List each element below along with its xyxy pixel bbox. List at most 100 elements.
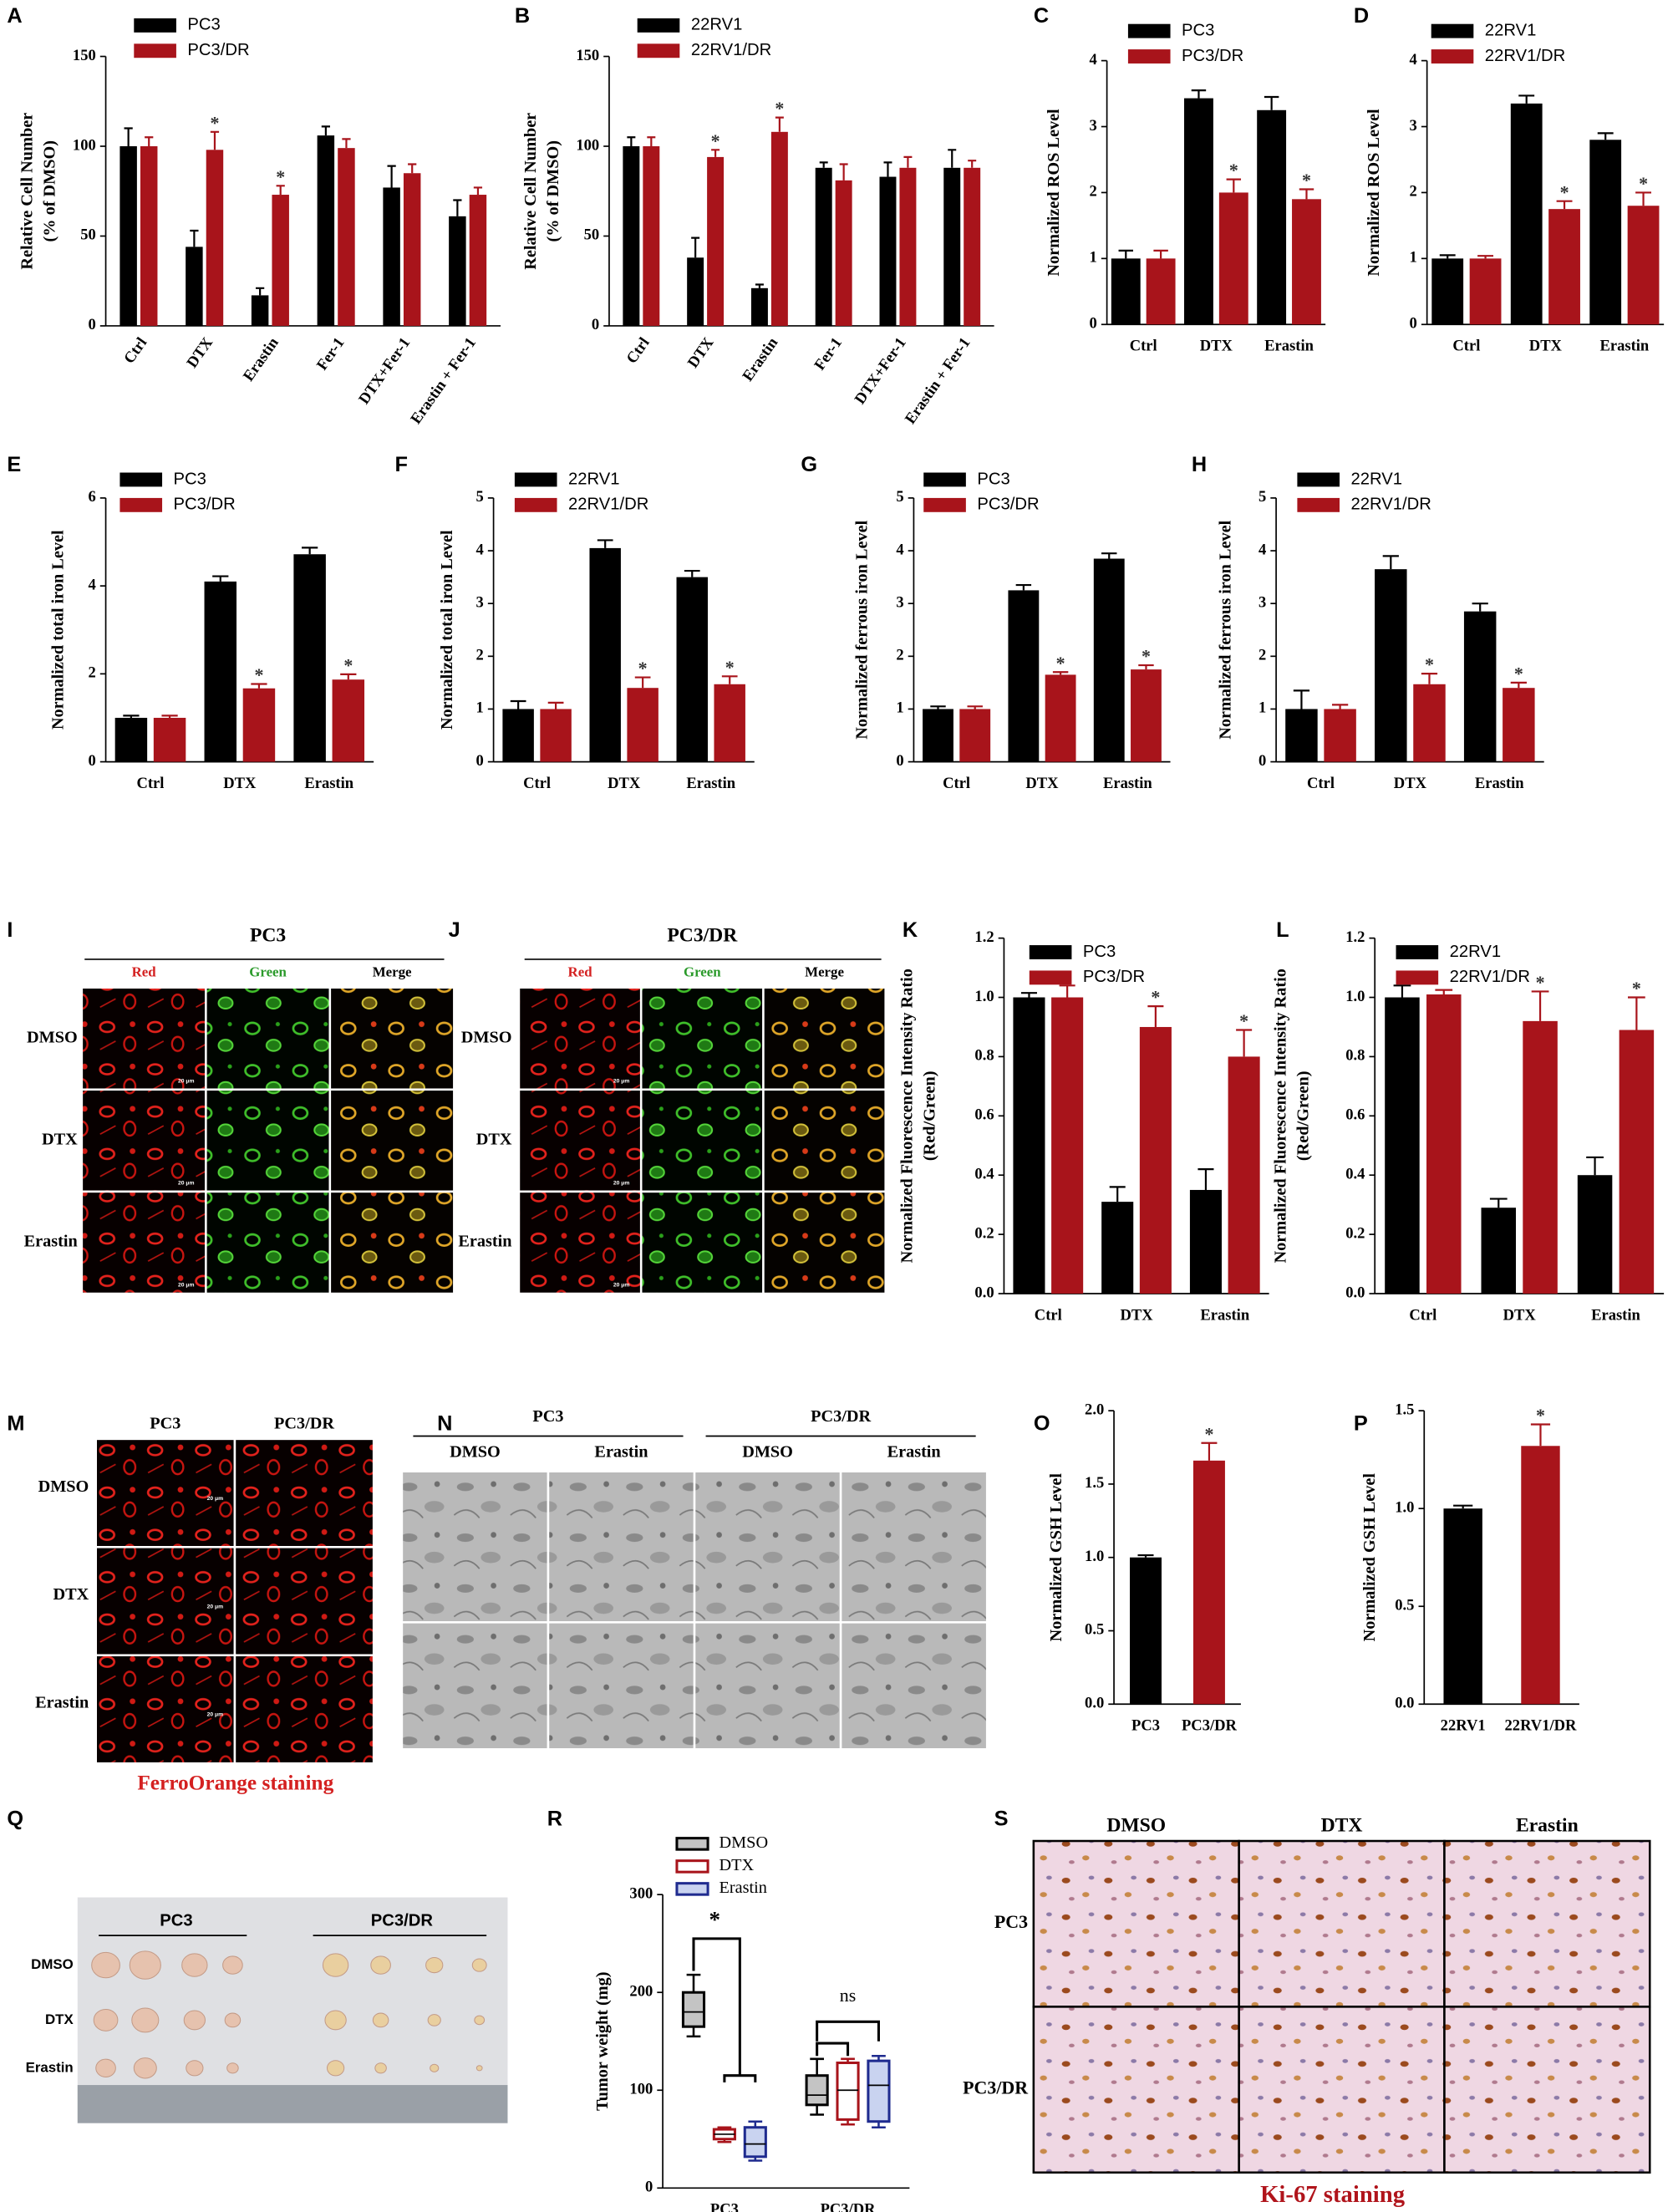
error-bar [210,130,220,150]
x-tick-label: DTX+Fer-1 [355,334,414,408]
x-tick-label: DTX [608,775,641,792]
error-bar [1421,673,1438,684]
column-label: PC3/DR [274,1415,334,1433]
legend-swatch [1127,49,1171,64]
error-bar [1453,1504,1473,1509]
significance-mark: * [1204,1423,1213,1444]
error-bar [387,165,396,188]
x-tick-label: DTX [1025,775,1059,792]
y-tick-label: 1 [475,699,483,717]
y-tick-label: 0 [592,316,599,333]
x-tick-label: DTX [1503,1306,1537,1324]
bar [643,146,660,326]
ihc-image [1238,1839,1446,2008]
bar [1481,1208,1517,1294]
significance-mark: * [775,98,784,119]
ihc-image [1238,2006,1446,2174]
bracket [692,1937,757,2082]
x-tick-label: Ctrl [120,334,150,367]
error-bar [473,186,483,196]
significance-mark: ns [840,1985,857,2006]
bar [1577,1175,1613,1294]
x-tick-label: Fer-1 [811,334,846,374]
error-bar [1635,191,1652,206]
y-tick-label: 5 [1258,488,1266,506]
error-bar [1015,583,1032,591]
bar [750,287,768,326]
legend-swatch [1431,23,1474,38]
panel-title: PC3 [250,924,286,946]
micrograph [94,1654,236,1765]
y-axis-label: Relative Cell Number [521,113,540,270]
y-tick-label: 1 [1258,699,1266,717]
legend-swatch [1127,23,1171,38]
micrograph [205,1088,332,1193]
y-axis-label: Normalized ferrous iron Level [852,520,871,739]
row-label: DMSO [38,1477,89,1496]
panel-letter: H [1192,453,1207,476]
micrograph [639,1088,765,1193]
significance-mark: * [1151,987,1160,1008]
y-tick-label: 4 [1258,541,1266,558]
legend-label: 22RV1 [1351,470,1403,488]
y-tick-label: 1.2 [1345,928,1365,946]
y-tick-label: 3 [1258,593,1266,611]
column-label: Red [568,964,593,980]
micrograph [205,1190,332,1295]
bar [1045,674,1076,762]
bar [293,554,326,762]
column-label: DMSO [450,1442,501,1461]
em-image [693,1621,842,1751]
tumor [372,2012,389,2028]
error-bar [967,705,983,709]
column-label: Green [684,964,721,980]
x-tick-label: Ctrl [943,775,970,792]
error-bar [903,155,913,168]
y-axis-label: (% of DMSO) [40,140,58,242]
error-bar [212,575,229,582]
legend-label: 22RV1 [691,16,743,34]
ihc-image [1032,1839,1240,2008]
y-axis-label: Normalized GSH Level [1047,1473,1065,1642]
panel-letter: B [515,4,530,28]
bar [1192,1460,1225,1705]
legend-swatch [637,18,680,33]
tumor [425,1956,444,1974]
bar [1184,98,1213,325]
tumor [475,2065,483,2072]
error-bar [1331,704,1349,709]
scale-bar-label: 20 μm [613,1078,630,1084]
y-axis-label: Normalized ROS Level [1365,109,1383,277]
group-label: PC3 [160,1912,192,1930]
bar [770,131,788,326]
scale-bar-label: 20 μm [178,1181,195,1187]
legend-label: PC3 [187,16,220,34]
error-bar [1530,1423,1551,1447]
row-label: Erastin [26,2059,74,2075]
bar [687,257,704,326]
bar [540,709,572,762]
x-tick-label: DTX [1394,775,1427,792]
panel-letter: N [437,1412,452,1436]
tumor [224,2012,242,2028]
tumor [91,1951,120,1979]
error-bar [1472,603,1488,612]
legend-label: PC3 [174,470,206,488]
micrograph [762,1190,887,1295]
legend-swatch [1396,970,1439,985]
legend-label: PC3 [977,470,1009,488]
em-image [839,1470,989,1624]
tumor [471,1958,487,1972]
legend-label: 22RV1 [568,470,620,488]
error-bar [453,199,462,216]
ihc-image [1032,2006,1240,2174]
bar [119,146,137,326]
x-tick-label: Erastin [1600,338,1650,355]
micrograph [80,1088,207,1193]
y-tick-label: 0.0 [974,1284,994,1301]
error-bar [1586,1156,1604,1176]
error-bar [1439,254,1456,259]
x-tick-label: Ctrl [1307,775,1335,792]
bar [403,173,421,326]
tumor [370,1955,391,1975]
